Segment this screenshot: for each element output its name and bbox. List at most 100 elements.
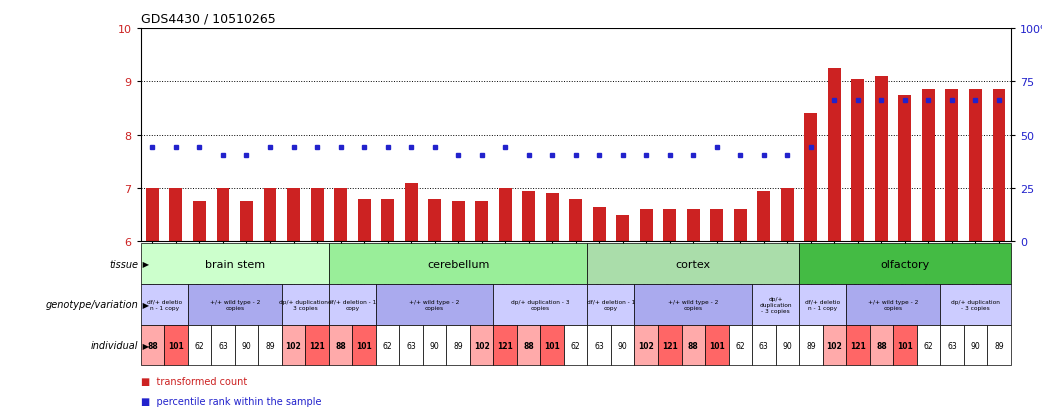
- Bar: [334, 188, 347, 242]
- Text: +/+ wild type - 2
copies: +/+ wild type - 2 copies: [410, 299, 460, 310]
- Bar: [734, 210, 747, 242]
- Text: ■  transformed count: ■ transformed count: [141, 376, 247, 386]
- Bar: [404, 183, 418, 242]
- Bar: [494, 284, 588, 325]
- Text: 121: 121: [850, 341, 866, 350]
- Text: 102: 102: [639, 341, 654, 350]
- Bar: [616, 215, 629, 242]
- Text: 62: 62: [382, 341, 393, 350]
- Bar: [758, 191, 770, 242]
- Bar: [775, 325, 799, 366]
- Bar: [170, 188, 182, 242]
- Bar: [588, 244, 799, 284]
- Text: 101: 101: [168, 341, 183, 350]
- Bar: [780, 188, 794, 242]
- Text: 62: 62: [923, 341, 934, 350]
- Text: 89: 89: [994, 341, 1003, 350]
- Text: ▶: ▶: [140, 341, 149, 350]
- Bar: [875, 77, 888, 242]
- Bar: [141, 325, 165, 366]
- Text: 63: 63: [594, 341, 604, 350]
- Bar: [987, 325, 1011, 366]
- Text: 88: 88: [147, 341, 157, 350]
- Bar: [517, 325, 541, 366]
- Bar: [893, 325, 917, 366]
- Text: 63: 63: [947, 341, 957, 350]
- Bar: [281, 284, 329, 325]
- Text: 90: 90: [970, 341, 981, 350]
- Bar: [711, 210, 723, 242]
- Text: tissue: tissue: [109, 259, 139, 269]
- Text: 88: 88: [688, 341, 698, 350]
- Text: df/+ deletion - 1
copy: df/+ deletion - 1 copy: [328, 299, 376, 310]
- Bar: [494, 325, 517, 366]
- Bar: [611, 325, 635, 366]
- Bar: [752, 325, 775, 366]
- Text: ■  percentile rank within the sample: ■ percentile rank within the sample: [141, 396, 321, 406]
- Bar: [188, 325, 212, 366]
- Text: 101: 101: [544, 341, 560, 350]
- Bar: [305, 325, 329, 366]
- Bar: [281, 325, 305, 366]
- Bar: [329, 325, 352, 366]
- Bar: [499, 188, 512, 242]
- Bar: [588, 325, 611, 366]
- Text: 90: 90: [618, 341, 627, 350]
- Bar: [475, 202, 488, 242]
- Bar: [804, 114, 817, 242]
- Bar: [922, 90, 935, 242]
- Bar: [799, 284, 846, 325]
- Text: cerebellum: cerebellum: [427, 259, 490, 269]
- Bar: [822, 325, 846, 366]
- Bar: [828, 69, 841, 242]
- Bar: [664, 210, 676, 242]
- Bar: [752, 284, 799, 325]
- Bar: [799, 325, 822, 366]
- Bar: [870, 325, 893, 366]
- Bar: [969, 90, 982, 242]
- Bar: [376, 284, 494, 325]
- Text: 102: 102: [474, 341, 490, 350]
- Bar: [311, 188, 323, 242]
- Bar: [687, 210, 700, 242]
- Bar: [564, 325, 588, 366]
- Text: 88: 88: [876, 341, 887, 350]
- Bar: [165, 325, 188, 366]
- Text: 101: 101: [709, 341, 724, 350]
- Text: 89: 89: [266, 341, 275, 350]
- Bar: [240, 202, 253, 242]
- Bar: [287, 188, 300, 242]
- Bar: [593, 207, 605, 242]
- Text: +/+ wild type - 2
copies: +/+ wild type - 2 copies: [868, 299, 918, 310]
- Bar: [658, 325, 681, 366]
- Text: 63: 63: [218, 341, 228, 350]
- Bar: [381, 199, 394, 242]
- Text: ▶: ▶: [140, 259, 149, 268]
- Bar: [569, 199, 582, 242]
- Text: 90: 90: [783, 341, 792, 350]
- Text: 63: 63: [406, 341, 416, 350]
- Bar: [851, 79, 865, 242]
- Text: 62: 62: [195, 341, 204, 350]
- Text: 101: 101: [356, 341, 372, 350]
- Bar: [728, 325, 752, 366]
- Text: brain stem: brain stem: [204, 259, 265, 269]
- Text: genotype/variation: genotype/variation: [46, 299, 139, 310]
- Bar: [588, 284, 635, 325]
- Bar: [917, 325, 940, 366]
- Bar: [993, 90, 1006, 242]
- Text: 63: 63: [759, 341, 769, 350]
- Bar: [329, 244, 588, 284]
- Bar: [217, 188, 229, 242]
- Bar: [446, 325, 470, 366]
- Bar: [399, 325, 423, 366]
- Text: 101: 101: [897, 341, 913, 350]
- Text: olfactory: olfactory: [880, 259, 929, 269]
- Bar: [141, 244, 329, 284]
- Bar: [640, 210, 652, 242]
- Bar: [945, 90, 959, 242]
- Bar: [188, 284, 281, 325]
- Bar: [146, 188, 158, 242]
- Bar: [635, 284, 752, 325]
- Text: 88: 88: [523, 341, 535, 350]
